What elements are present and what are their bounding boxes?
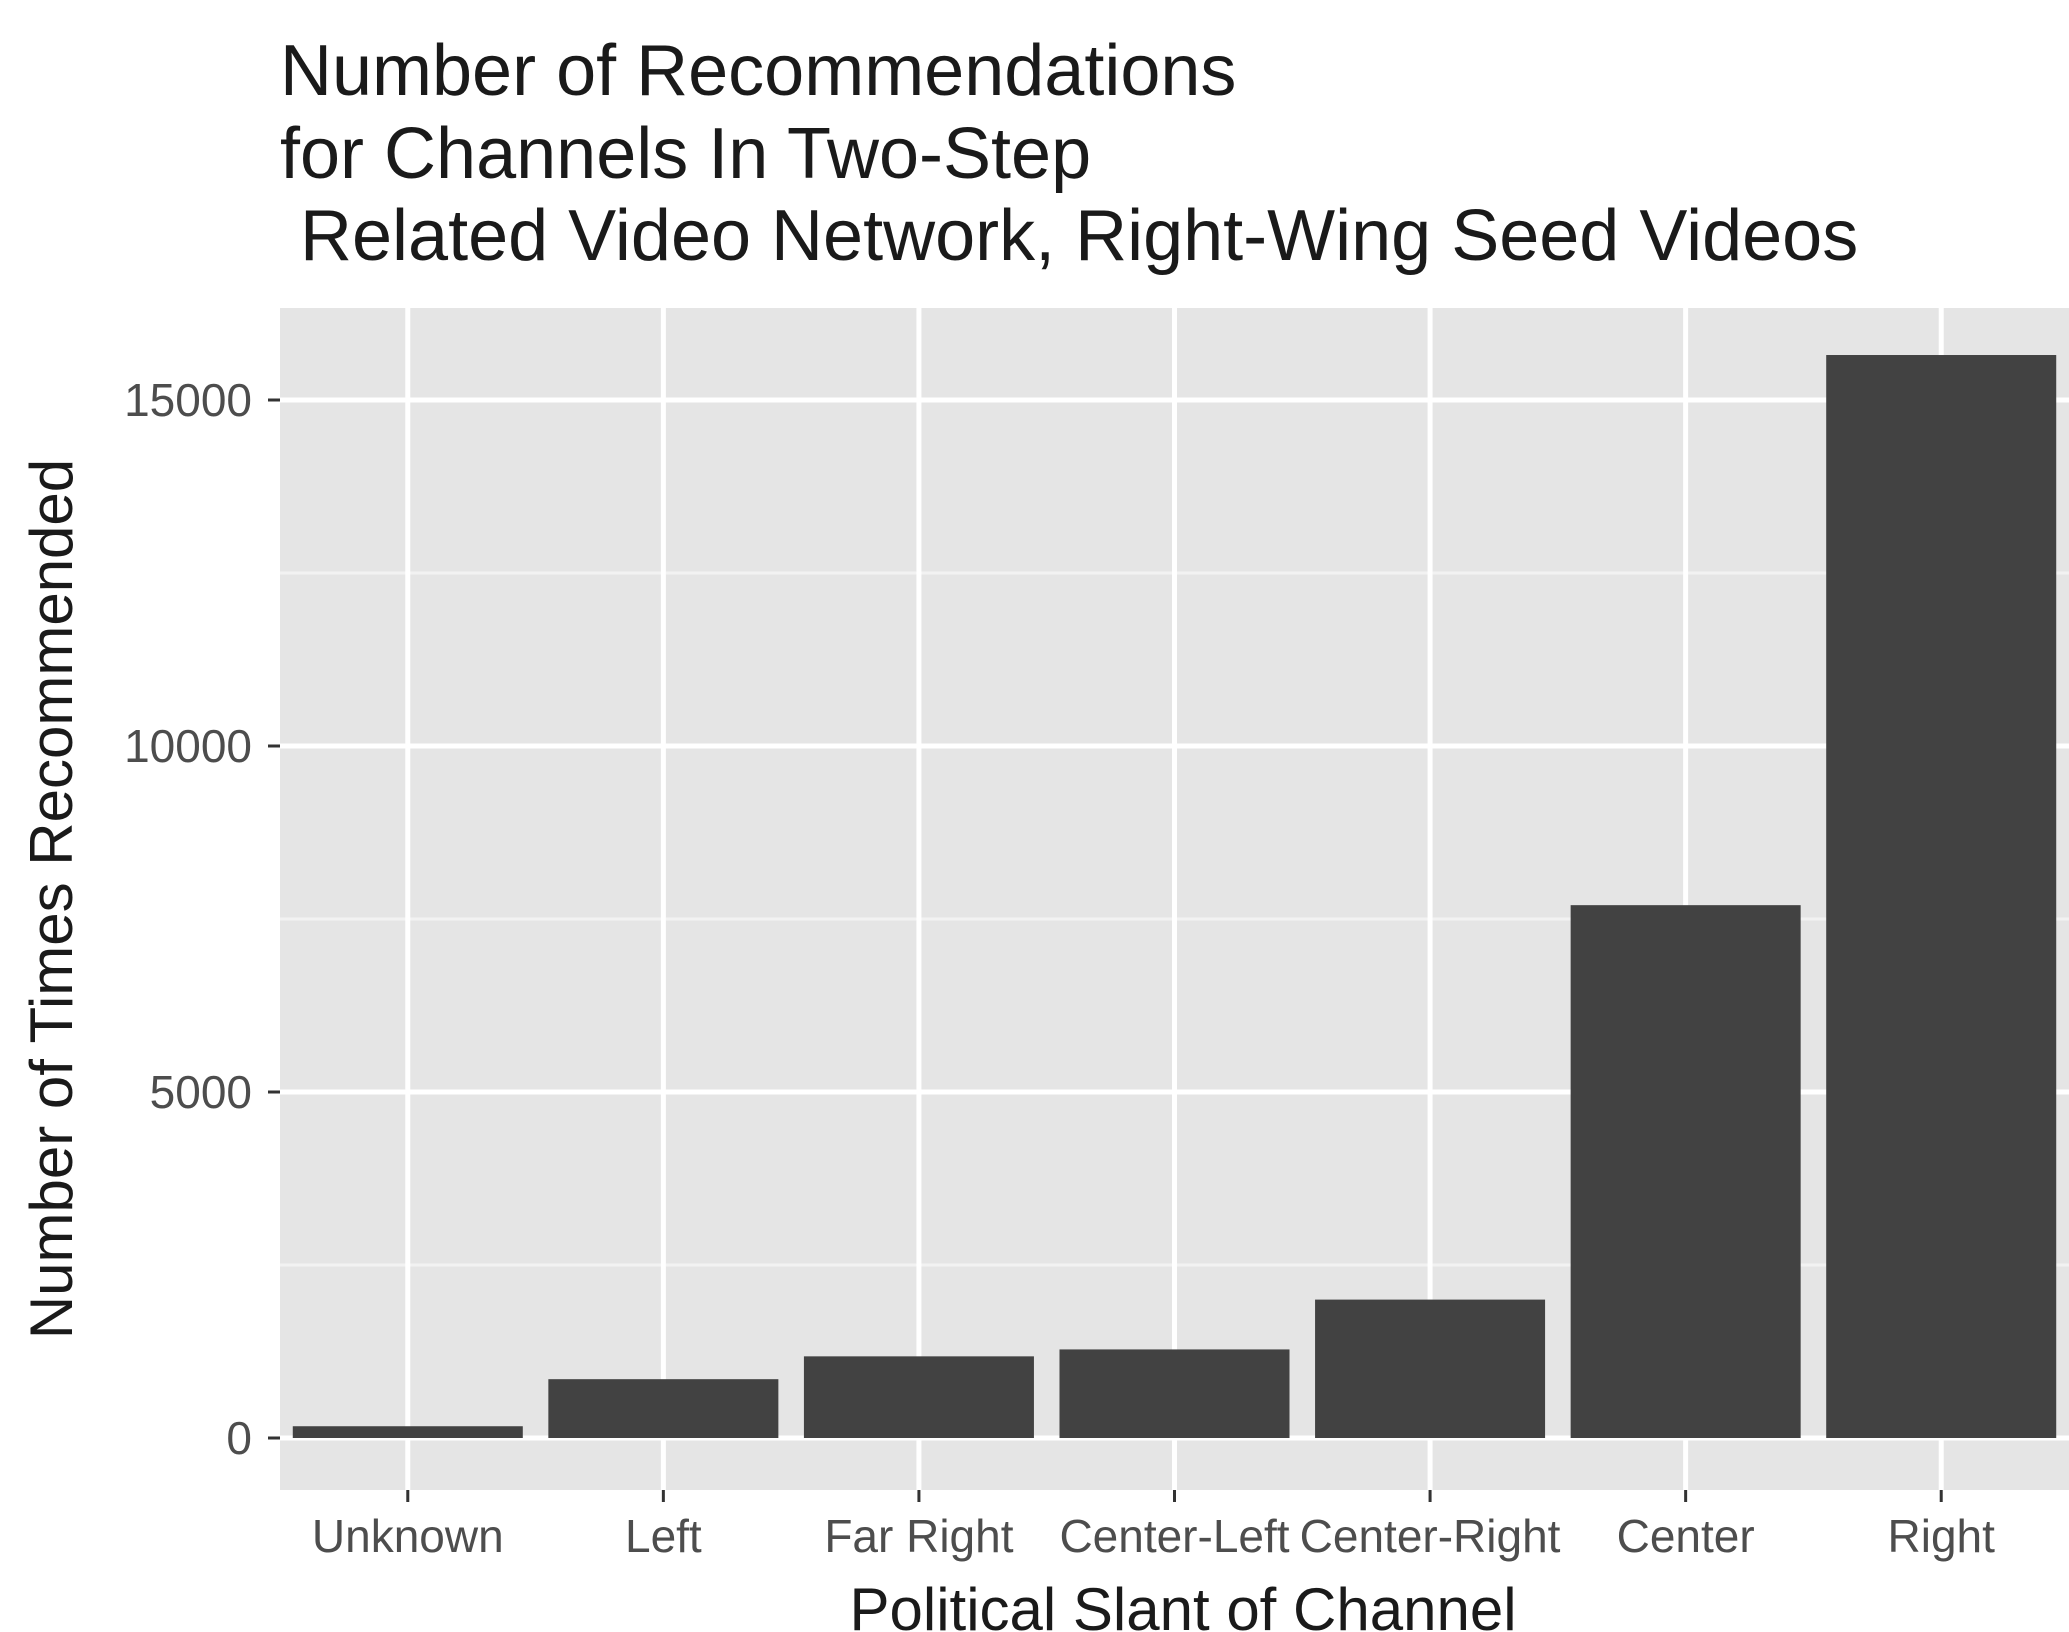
bars xyxy=(292,355,2057,1438)
y-axis: 0 5000 10000 15000 xyxy=(124,374,280,1464)
y-tick-label: 10000 xyxy=(124,720,252,772)
chart-title-line-1: Number of Recommendations xyxy=(280,31,1236,111)
bar-left xyxy=(548,1379,779,1438)
chart-title: Number of Recommendations for Channels I… xyxy=(280,31,1858,276)
bar-unknown xyxy=(292,1426,523,1438)
chart-title-line-3: Related Video Network, Right-Wing Seed V… xyxy=(280,196,1858,276)
x-tick-label: Far Right xyxy=(824,1510,1013,1562)
x-tick-label: Left xyxy=(625,1510,702,1562)
x-axis: Unknown Left Far Right Center-Left Center-Ri… xyxy=(312,1490,1995,1562)
x-axis-title: Political Slant of Channel xyxy=(849,1576,1516,1632)
y-axis-title: Number of Times Recommended xyxy=(18,459,85,1339)
x-tick-label: Center xyxy=(1617,1510,1755,1562)
x-tick-label: Unknown xyxy=(312,1510,504,1562)
chart-title-line-2: for Channels In Two-Step xyxy=(280,114,1091,194)
x-tick-label: Right xyxy=(1888,1510,1996,1562)
bar-center-left xyxy=(1059,1349,1290,1438)
y-tick-label: 15000 xyxy=(124,374,252,426)
y-tick-label: 0 xyxy=(226,1412,252,1464)
bar-center xyxy=(1570,905,1801,1438)
x-tick-label: Center-Left xyxy=(1059,1510,1289,1562)
y-tick-label: 5000 xyxy=(150,1066,252,1118)
bar-far-right xyxy=(803,1356,1034,1438)
bar-center-right xyxy=(1315,1299,1546,1438)
x-tick-label: Center-Right xyxy=(1300,1510,1561,1562)
bar-right xyxy=(1826,355,2057,1438)
